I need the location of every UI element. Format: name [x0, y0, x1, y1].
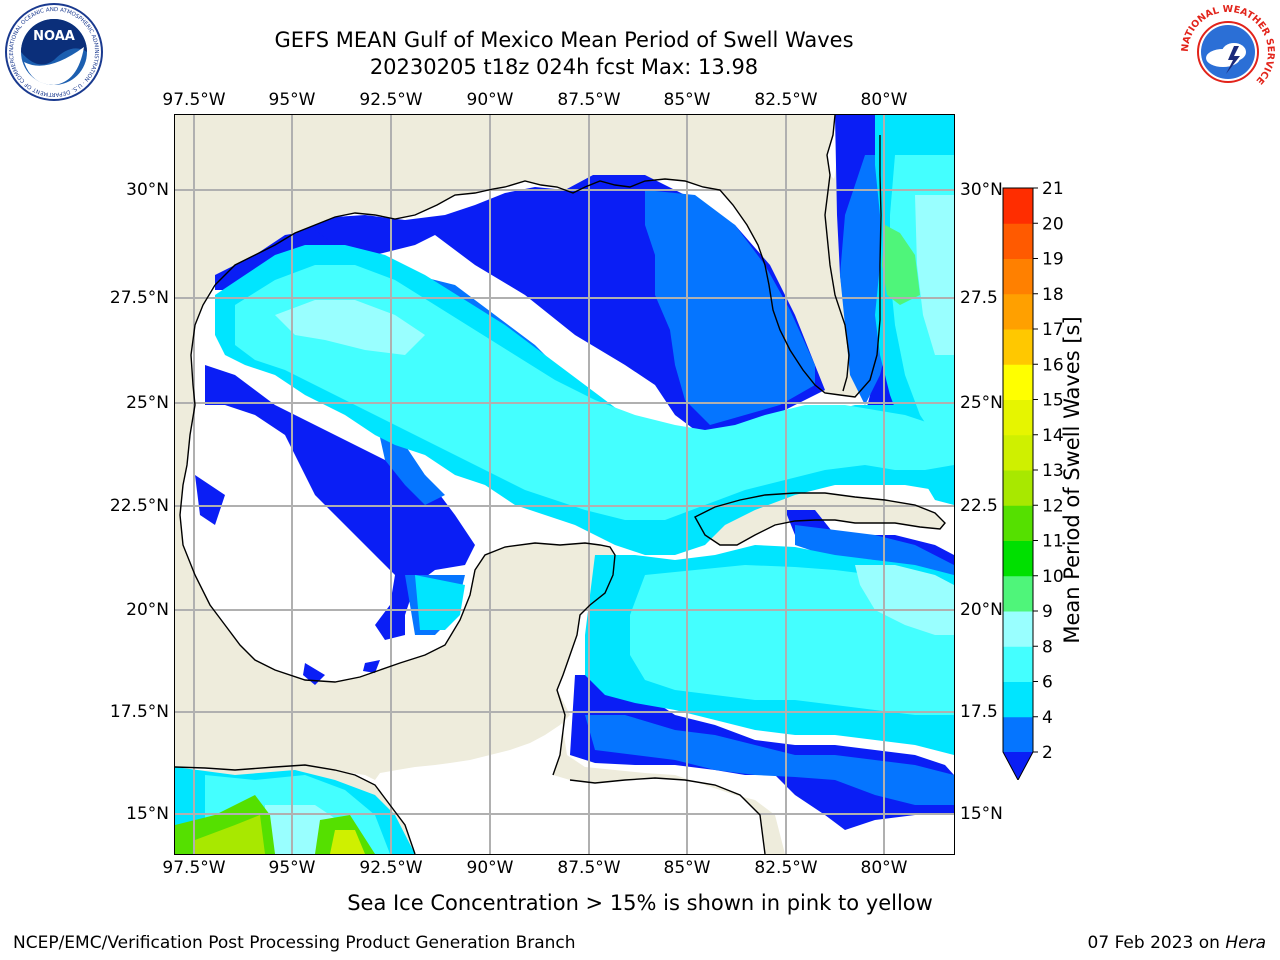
swell-field-palecyan [265, 195, 954, 854]
colorbar-title: Mean Period of Swell Waves [s] [1060, 316, 1084, 644]
colorbar-tick-label: 15 [1042, 391, 1064, 411]
colorbar-tick-label: 2 [1042, 743, 1053, 763]
lat-label-right: 27.5 [960, 288, 998, 308]
lat-label-right: 20°N [960, 600, 1003, 620]
colorbar-tick-label: 11 [1042, 532, 1064, 552]
colorbar-tick-label: 21 [1042, 180, 1064, 199]
colorbar-segment [1003, 681, 1033, 718]
colorbar-segment [1003, 434, 1033, 471]
chart-subtitle: 20230205 t18z 024h fcst Max: 13.98 [369, 55, 759, 79]
swell-field-yellowgreen [175, 795, 375, 854]
lat-label-right: 30°N [960, 180, 1003, 200]
lat-label-left: 22.5°N [109, 496, 169, 516]
colorbar-tick-label: 18 [1042, 285, 1064, 305]
colorbar-segment [1003, 223, 1033, 259]
date-text: 07 Feb 2023 on [1087, 933, 1220, 953]
lat-label-left: 30°N [126, 180, 169, 200]
colorbar-segment [1003, 540, 1033, 577]
colorbar-tick-label: 10 [1042, 567, 1064, 587]
colorbar-segment [1003, 716, 1033, 753]
nws-logo: NATIONAL WEATHER SERVICE [1180, 4, 1276, 99]
colorbar-ticks: 2 4 6 8 9 10 11 12 13 14 15 16 17 18 19 20 21 [1033, 180, 1064, 763]
lon-label-top: 80°W [860, 90, 908, 110]
colorbar-segment [1003, 293, 1033, 330]
colorbar-outline [1002, 187, 1034, 780]
lon-label-top: 85°W [663, 90, 711, 110]
lon-label-top: 87.5°W [557, 90, 621, 110]
colorbar-segment [1003, 329, 1033, 365]
lon-label-bottom: 80°W [860, 858, 908, 878]
map-border [174, 114, 955, 855]
colorbar-under-triangle [1003, 752, 1033, 780]
colorbar-segment [1003, 364, 1033, 400]
colorbar-tick-label: 8 [1042, 637, 1053, 657]
lon-label-top: 92.5°W [359, 90, 423, 110]
lon-label-bottom: 95°W [268, 858, 316, 878]
colorbar-segment [1003, 646, 1033, 682]
swell-field-green [882, 225, 920, 305]
lat-label-right: 17.5 [960, 702, 998, 722]
lon-label-bottom: 85°W [663, 858, 711, 878]
colorbar-tick-label: 4 [1042, 708, 1053, 728]
lon-label-bottom: 82.5°W [754, 858, 818, 878]
lat-label-right: 15°N [960, 804, 1003, 824]
coastlines [175, 115, 946, 854]
lon-label-bottom: 90°W [466, 858, 514, 878]
noaa-logo: NATIONAL OCEANIC AND ATMOSPHERIC ADMINIS… [5, 3, 103, 101]
colorbar-segment [1003, 505, 1033, 541]
lat-label-left: 25°N [126, 393, 169, 413]
lat-label-left: 20°N [126, 600, 169, 620]
colorbar-tick-label: 17 [1042, 320, 1064, 340]
colorbar-tick-label: 9 [1042, 602, 1053, 622]
colorbar-tick-label: 12 [1042, 496, 1064, 516]
colorbar-segment [1003, 188, 1033, 224]
map-canvas [175, 115, 954, 854]
lat-label-right: 25°N [960, 393, 1003, 413]
lat-label-left: 17.5°N [109, 702, 169, 722]
colorbar-tick-label: 6 [1042, 673, 1053, 693]
land-usa-mexico [175, 115, 880, 780]
colorbar-tick-label: 14 [1042, 426, 1064, 446]
noaa-logo-text: NOAA [33, 29, 75, 44]
colorbar-tick-label: 19 [1042, 250, 1064, 270]
lat-label-left: 27.5°N [109, 288, 169, 308]
colorbar-segments [1003, 188, 1033, 753]
colorbar-tick-label: 13 [1042, 461, 1064, 481]
colorbar-segment [1003, 470, 1033, 506]
lon-label-top: 95°W [268, 90, 316, 110]
machine-name: Hera [1225, 933, 1266, 953]
colorbar-tick-label: 16 [1042, 355, 1064, 375]
lat-label-left: 15°N [126, 804, 169, 824]
lon-label-top: 90°W [466, 90, 514, 110]
land-honduras [553, 690, 954, 854]
colorbar-segment [1003, 399, 1033, 436]
lat-label-right: 22.5 [960, 496, 998, 516]
colorbar-tick-label: 20 [1042, 214, 1064, 234]
lon-label-bottom: 97.5°W [162, 858, 226, 878]
lon-label-top: 82.5°W [754, 90, 818, 110]
sea-ice-note: Sea Ice Concentration > 15% is shown in … [347, 891, 933, 915]
colorbar-segment [1003, 611, 1033, 647]
lon-label-bottom: 92.5°W [359, 858, 423, 878]
lon-label-bottom: 87.5°W [557, 858, 621, 878]
credit-text: NCEP/EMC/Verification Post Processing Pr… [13, 933, 576, 953]
lon-label-top: 97.5°W [162, 90, 226, 110]
map-panel[interactable] [175, 115, 954, 854]
colorbar-segment [1003, 258, 1033, 295]
colorbar-segment [1003, 575, 1033, 612]
date-stamp: 07 Feb 2023 on Hera [1088, 933, 1266, 953]
chart-title: GEFS MEAN Gulf of Mexico Mean Period of … [274, 28, 854, 52]
colorbar: 2 4 6 8 9 10 11 12 13 14 15 16 17 18 19 20 21 [1002, 180, 1064, 780]
